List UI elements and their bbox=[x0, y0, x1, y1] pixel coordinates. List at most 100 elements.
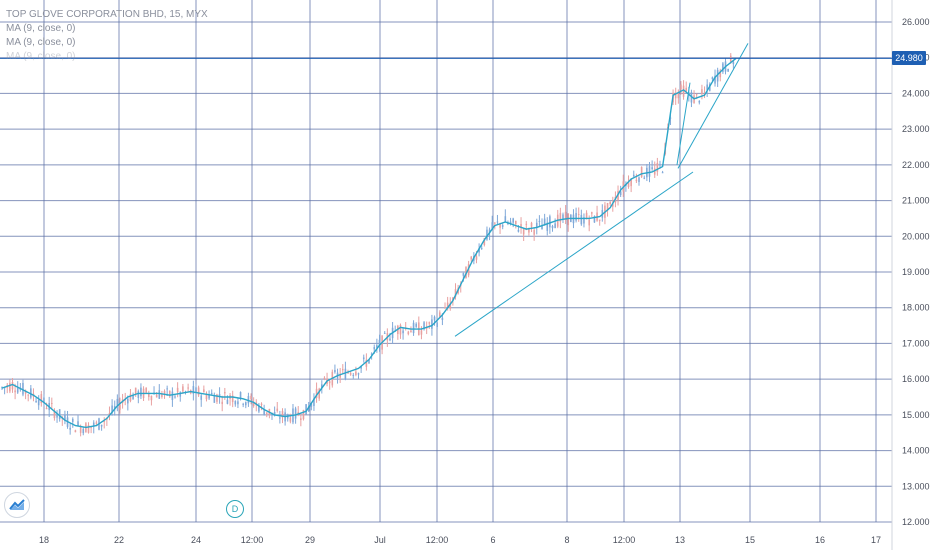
candle-body bbox=[585, 212, 588, 219]
candle-body bbox=[51, 402, 53, 404]
candle-body bbox=[163, 391, 166, 395]
candle-body bbox=[695, 93, 698, 95]
candle-body bbox=[462, 272, 465, 276]
x-tick-label: 12:00 bbox=[613, 535, 636, 545]
candle-body bbox=[247, 396, 250, 404]
candle-body bbox=[305, 404, 307, 415]
candle-body bbox=[218, 394, 221, 398]
candle-body bbox=[58, 409, 61, 420]
dividend-marker-icon[interactable]: D bbox=[226, 500, 244, 518]
candle-body bbox=[113, 406, 116, 410]
x-tick-label: 6 bbox=[490, 535, 495, 545]
candle-body bbox=[231, 395, 234, 403]
candle-body bbox=[14, 390, 16, 393]
candle-body bbox=[638, 177, 640, 182]
candle-body bbox=[30, 388, 32, 398]
candle-body bbox=[446, 302, 449, 308]
candle-body bbox=[195, 387, 197, 394]
candle-body bbox=[368, 359, 370, 364]
x-tick-label: 8 bbox=[564, 535, 569, 545]
candle-body bbox=[79, 426, 82, 433]
candle-body bbox=[224, 392, 226, 394]
candle-body bbox=[37, 400, 40, 406]
x-tick-label: 17 bbox=[871, 535, 881, 545]
candle-body bbox=[307, 406, 310, 412]
candle-body bbox=[727, 68, 729, 72]
candle-body bbox=[161, 393, 163, 398]
ma-legend-1[interactable]: MA (9, close, 0) bbox=[6, 23, 76, 34]
candle-body bbox=[360, 366, 362, 369]
candle-body bbox=[564, 211, 567, 220]
candle-body bbox=[606, 203, 609, 211]
tradingview-logo-icon[interactable] bbox=[4, 492, 30, 518]
candle-body bbox=[703, 93, 706, 95]
candle-body bbox=[632, 174, 635, 177]
candle-body bbox=[318, 388, 320, 399]
candle-body bbox=[134, 387, 137, 395]
candle-body bbox=[310, 403, 313, 407]
candle-body bbox=[334, 369, 336, 373]
candle-body bbox=[509, 221, 512, 225]
candle-body bbox=[661, 172, 664, 174]
candle-body bbox=[43, 397, 45, 404]
y-tick-label: 14.000 bbox=[902, 446, 930, 456]
candle-body bbox=[132, 394, 134, 400]
candle-body bbox=[203, 389, 205, 393]
chart-legend: TOP GLOVE CORPORATION BHD, 15, MYX MA (9… bbox=[6, 8, 208, 64]
candle-body bbox=[496, 221, 499, 223]
candle-body bbox=[674, 92, 677, 99]
candle-body bbox=[155, 394, 158, 398]
x-tick-label: 24 bbox=[191, 535, 201, 545]
x-tick-label: Jul bbox=[374, 535, 386, 545]
candle-body bbox=[714, 75, 716, 84]
candle-body bbox=[520, 223, 522, 228]
candle-body bbox=[103, 421, 106, 423]
candle-body bbox=[158, 390, 161, 399]
candle-body bbox=[494, 222, 496, 224]
candle-body bbox=[399, 324, 402, 335]
candle-body bbox=[549, 216, 551, 228]
candle-body bbox=[210, 392, 213, 394]
candle-body bbox=[313, 398, 315, 406]
candle-body bbox=[108, 412, 111, 416]
candle-body bbox=[176, 387, 179, 393]
candle-body bbox=[244, 402, 247, 406]
candle-body bbox=[444, 307, 446, 309]
candle-body bbox=[653, 168, 656, 175]
candle-body bbox=[339, 373, 341, 378]
candle-body bbox=[420, 330, 423, 335]
y-tick-label: 17.000 bbox=[902, 338, 930, 348]
candle-body bbox=[11, 382, 14, 390]
candle-body bbox=[370, 353, 373, 355]
candle-body bbox=[53, 410, 56, 419]
candle-body bbox=[528, 229, 530, 233]
candle-body bbox=[273, 411, 276, 416]
candle-body bbox=[365, 359, 368, 367]
x-tick-label: 16 bbox=[815, 535, 825, 545]
candle-body bbox=[35, 400, 37, 403]
current-price-label: 24.980 bbox=[892, 51, 926, 66]
y-tick-label: 13.000 bbox=[902, 481, 930, 491]
candle-body bbox=[680, 84, 682, 90]
ma-legend-3[interactable]: MA (9, close, 0) bbox=[6, 51, 76, 62]
candle-body bbox=[352, 374, 355, 376]
candle-body bbox=[341, 368, 344, 371]
y-tick-label: 19.000 bbox=[902, 267, 930, 277]
candle-body bbox=[357, 373, 360, 375]
candle-body bbox=[517, 229, 520, 232]
candle-body bbox=[452, 297, 454, 301]
candle-body bbox=[179, 392, 182, 397]
candle-body bbox=[119, 404, 121, 410]
y-tick-label: 21.000 bbox=[902, 196, 930, 206]
candle-body bbox=[383, 332, 386, 334]
ma-line bbox=[1, 57, 737, 429]
y-tick-label: 24.000 bbox=[902, 88, 930, 98]
candle-body bbox=[512, 218, 514, 223]
candle-body bbox=[111, 405, 113, 413]
candle-body bbox=[95, 422, 98, 424]
candle-body bbox=[200, 395, 203, 400]
ma-legend-2[interactable]: MA (9, close, 0) bbox=[6, 37, 76, 48]
x-tick-label: 18 bbox=[39, 535, 49, 545]
candle-body bbox=[137, 391, 140, 398]
